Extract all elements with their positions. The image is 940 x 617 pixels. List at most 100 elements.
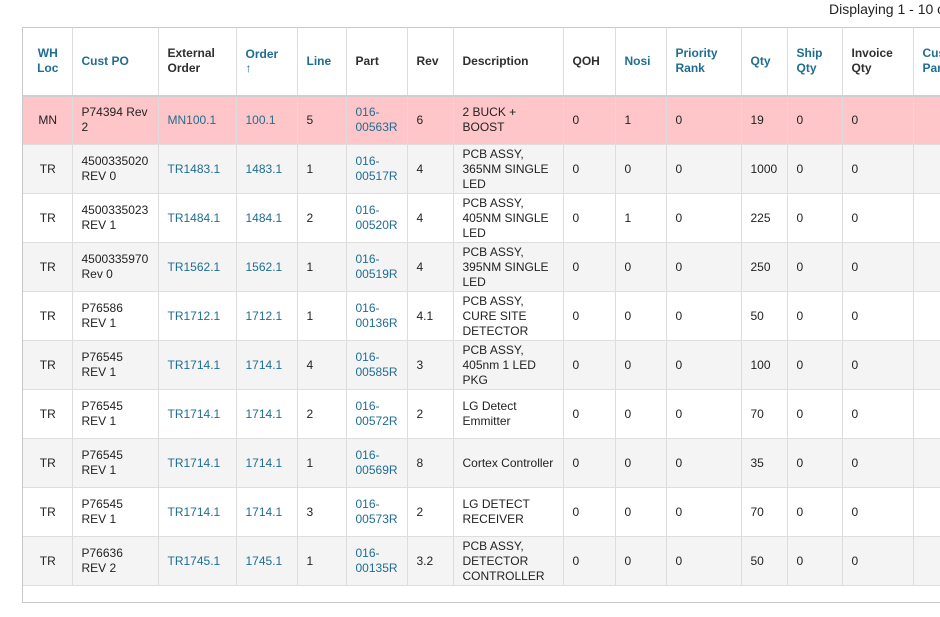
- cell-invoice-qty: 0: [842, 291, 914, 341]
- column-header-cust-part[interactable]: Cus Par: [913, 27, 940, 96]
- cell-external-order-link[interactable]: TR1483.1: [158, 144, 237, 194]
- cell-priority-rank: 0: [666, 389, 742, 439]
- cell-description: PCB ASSY, DETECTOR CONTROLLER: [453, 536, 564, 586]
- column-header-invoice-qty: Invoice Qty: [842, 27, 914, 96]
- cell-external-order-link[interactable]: TR1714.1: [158, 438, 237, 488]
- column-header-order[interactable]: Order ↑: [236, 27, 298, 96]
- cell-part-link[interactable]: 016-00569R: [346, 438, 408, 488]
- cell-part-link[interactable]: 016-00520R: [346, 193, 408, 243]
- cell-priority-rank: 0: [666, 438, 742, 488]
- cell-order-link[interactable]: 1714.1: [236, 340, 298, 390]
- cell-cust-part: [913, 193, 940, 243]
- column-header-qoh: QOH: [563, 27, 616, 96]
- cell-rev: 4: [407, 193, 454, 243]
- cell-line: 1: [297, 242, 347, 292]
- cell-wh-loc: TR: [23, 242, 73, 292]
- column-header-label: Nosi: [624, 53, 651, 68]
- column-header-label: Description: [462, 53, 529, 68]
- cell-external-order-link[interactable]: TR1484.1: [158, 193, 237, 243]
- cell-part-link[interactable]: 016-00519R: [346, 242, 408, 292]
- cell-order-link[interactable]: 1714.1: [236, 438, 298, 488]
- table-row[interactable]: TR P76545 REV 1 TR1714.1 1714.1 4 016-00585R 3…: [23, 340, 940, 390]
- column-header-ship-qty[interactable]: Ship Qty: [787, 27, 843, 96]
- cell-priority-rank: 0: [666, 291, 742, 341]
- cell-description: 2 BUCK + BOOST: [453, 94, 564, 145]
- cell-qoh: 0: [563, 438, 616, 488]
- cell-qoh: 0: [563, 291, 616, 341]
- table-row[interactable]: TR P76636 REV 2 TR1745.1 1745.1 1 016-00135R 3…: [23, 536, 940, 586]
- cell-invoice-qty: 0: [842, 438, 914, 488]
- column-header-label: External Order: [167, 46, 215, 76]
- cell-priority-rank: 0: [666, 242, 742, 292]
- column-header-priority-rank[interactable]: Priority Rank: [666, 27, 742, 96]
- cell-part-link[interactable]: 016-00572R: [346, 389, 408, 439]
- cell-part-link[interactable]: 016-00573R: [346, 487, 408, 537]
- cell-priority-rank: 0: [666, 536, 742, 586]
- cell-order-link[interactable]: 100.1: [236, 94, 298, 145]
- cell-external-order-link[interactable]: TR1714.1: [158, 340, 237, 390]
- cell-wh-loc: TR: [23, 487, 73, 537]
- cell-part-link[interactable]: 016-00136R: [346, 291, 408, 341]
- cell-wh-loc: TR: [23, 340, 73, 390]
- cell-external-order-link[interactable]: TR1562.1: [158, 242, 237, 292]
- cell-cust-po: P76545 REV 1: [72, 438, 159, 488]
- cell-rev: 2: [407, 487, 454, 537]
- cell-wh-loc: TR: [23, 536, 73, 586]
- cell-cust-po: P76586 REV 1: [72, 291, 159, 341]
- column-header-line[interactable]: Line: [297, 27, 347, 96]
- table-row[interactable]: TR 4500335023 REV 1 TR1484.1 1484.1 2 016-005…: [23, 193, 940, 243]
- cell-qoh: 0: [563, 536, 616, 586]
- cell-order-link[interactable]: 1562.1: [236, 242, 298, 292]
- cell-cust-po: P76636 REV 2: [72, 536, 159, 586]
- cell-rev: 4: [407, 242, 454, 292]
- table-row[interactable]: TR 4500335020 REV 0 TR1483.1 1483.1 1 016-005…: [23, 144, 940, 194]
- cell-external-order-link[interactable]: TR1745.1: [158, 536, 237, 586]
- cell-ship-qty: 0: [787, 389, 843, 439]
- cell-invoice-qty: 0: [842, 94, 914, 145]
- cell-cust-part: [913, 389, 940, 439]
- cell-line: 1: [297, 438, 347, 488]
- column-header-nosi[interactable]: Nosi: [615, 27, 667, 96]
- cell-wh-loc: TR: [23, 438, 73, 488]
- cell-rev: 2: [407, 389, 454, 439]
- column-header-wh-loc[interactable]: WH Loc: [23, 27, 73, 96]
- cell-part-link[interactable]: 016-00563R: [346, 94, 408, 145]
- cell-order-link[interactable]: 1745.1: [236, 536, 298, 586]
- cell-description: PCB ASSY, 395NM SINGLE LED: [453, 242, 564, 292]
- column-header-label: Part: [355, 53, 379, 68]
- cell-line: 4: [297, 340, 347, 390]
- table-row[interactable]: TR P76586 REV 1 TR1712.1 1712.1 1 016-00136R 4…: [23, 291, 940, 341]
- column-header-qty[interactable]: Qty: [741, 27, 788, 96]
- cell-part-link[interactable]: 016-00135R: [346, 536, 408, 586]
- table-row[interactable]: TR P76545 REV 1 TR1714.1 1714.1 2 016-00572R 2…: [23, 389, 940, 439]
- cell-external-order-link[interactable]: MN100.1: [158, 94, 237, 145]
- cell-order-link[interactable]: 1712.1: [236, 291, 298, 341]
- cell-order-link[interactable]: 1714.1: [236, 487, 298, 537]
- cell-part-link[interactable]: 016-00585R: [346, 340, 408, 390]
- cell-order-link[interactable]: 1483.1: [236, 144, 298, 194]
- column-header-label: Cust PO: [81, 53, 129, 68]
- cell-order-link[interactable]: 1714.1: [236, 389, 298, 439]
- cell-ship-qty: 0: [787, 193, 843, 243]
- cell-qty: 70: [741, 389, 788, 439]
- cell-external-order-link[interactable]: TR1714.1: [158, 389, 237, 439]
- cell-order-link[interactable]: 1484.1: [236, 193, 298, 243]
- cell-wh-loc: TR: [23, 291, 73, 341]
- cell-part-link[interactable]: 016-00517R: [346, 144, 408, 194]
- column-header-cust-po[interactable]: Cust PO: [72, 27, 159, 96]
- cell-qoh: 0: [563, 94, 616, 145]
- cell-external-order-link[interactable]: TR1712.1: [158, 291, 237, 341]
- cell-qoh: 0: [563, 144, 616, 194]
- cell-qty: 100: [741, 340, 788, 390]
- cell-qoh: 0: [563, 389, 616, 439]
- column-header-label: Cus Par: [922, 46, 940, 76]
- table-row[interactable]: TR P76545 REV 1 TR1714.1 1714.1 3 016-00573R 2…: [23, 487, 940, 537]
- column-header-description: Description: [453, 27, 564, 96]
- table-row[interactable]: MN P74394 Rev 2 MN100.1 100.1 5 016-00563R 6 2 …: [23, 94, 940, 145]
- cell-ship-qty: 0: [787, 144, 843, 194]
- table-row[interactable]: TR P76545 REV 1 TR1714.1 1714.1 1 016-00569R 8…: [23, 438, 940, 488]
- table-row[interactable]: TR 4500335970 Rev 0 TR1562.1 1562.1 1 016-005…: [23, 242, 940, 292]
- cell-external-order-link[interactable]: TR1714.1: [158, 487, 237, 537]
- cell-cust-part: [913, 144, 940, 194]
- cell-cust-po: P76545 REV 1: [72, 340, 159, 390]
